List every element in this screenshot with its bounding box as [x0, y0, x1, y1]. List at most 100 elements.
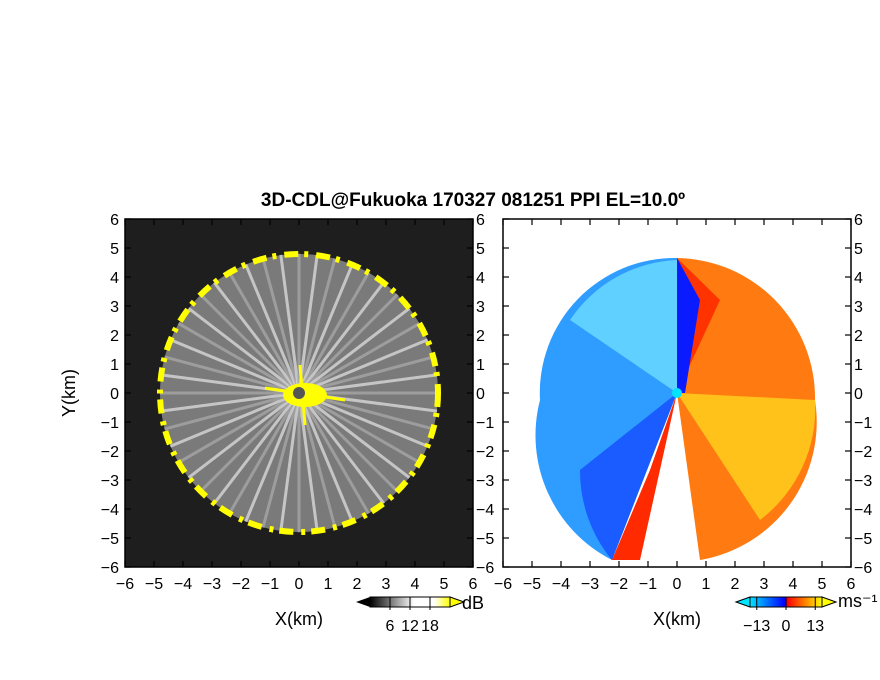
reflectivity-ray — [279, 254, 301, 394]
reflectivity-ray — [298, 322, 421, 395]
reflectivity-ray — [297, 258, 337, 394]
reflectivity-axes: −66 6−55 5−44 4−33 3−22 2−11 100 01−1 −12−2 −23−3… — [101, 212, 495, 593]
reflectivity-ray — [169, 391, 300, 448]
reflectivity-ray — [261, 258, 301, 394]
reflectivity-ray — [160, 391, 300, 413]
reflectivity-ray — [297, 281, 385, 394]
y-tick-label-right: 4 — [854, 270, 863, 287]
velocity-receding-far — [677, 393, 816, 520]
y-tick-label-right: 5 — [476, 241, 485, 258]
y-tick-label: 3 — [110, 299, 119, 316]
velocity-xlabel: X(km) — [653, 609, 701, 629]
colorbar-tick-label: 0 — [782, 618, 791, 635]
velocity-site-marker — [672, 388, 682, 398]
colorbar-tick-label: 13 — [806, 618, 824, 635]
x-tick-label: 4 — [789, 576, 798, 593]
velocity-colorbar: −13 0 13 ms⁻¹ — [734, 591, 878, 635]
velocity-colorbar-min-arrow — [734, 596, 751, 608]
reflectivity-ray — [244, 392, 301, 523]
x-tick-label: 5 — [818, 576, 827, 593]
reflectivity-colorbar: 6 12 18 dB — [356, 593, 484, 635]
y-tick-label: 5 — [110, 241, 119, 258]
reflectivity-ray — [177, 391, 300, 464]
y-tick-label: 2 — [110, 328, 119, 345]
x-tick-label: 2 — [731, 576, 740, 593]
reflectivity-ray — [298, 391, 421, 464]
y-tick-label-right: 3 — [476, 299, 485, 316]
reflectivity-ray — [297, 392, 319, 532]
x-tick-label: 2 — [353, 576, 362, 593]
reflectivity-ray — [298, 338, 429, 395]
x-tick-label: −5 — [523, 576, 541, 593]
y-tick-label-right: 1 — [476, 357, 485, 374]
y-tick-label-right: −2 — [854, 444, 872, 461]
reflectivity-panel: −66 6−55 5−44 4−33 3−22 2−11 100 01−1 −12−2 −23−3… — [59, 212, 494, 629]
x-tick-label: −2 — [610, 576, 628, 593]
reflectivity-ray — [228, 392, 301, 515]
x-tick-label: 5 — [440, 576, 449, 593]
colorbar-tick-label: −13 — [743, 618, 770, 635]
velocity-colorbar-max-arrow — [821, 596, 838, 608]
reflectivity-ray — [297, 392, 354, 523]
reflectivity-ray — [297, 254, 319, 394]
reflectivity-ray — [177, 322, 300, 395]
reflectivity-ray — [199, 293, 301, 395]
x-tick-label: −2 — [232, 576, 250, 593]
x-tick-label: 4 — [411, 576, 420, 593]
reflectivity-ray — [261, 392, 301, 528]
x-tick-label: −4 — [552, 576, 570, 593]
y-tick-label-right: −6 — [476, 560, 494, 577]
x-tick-label: −3 — [581, 576, 599, 593]
reflectivity-ray — [297, 392, 370, 515]
y-tick-label-right: 5 — [854, 241, 863, 258]
reflectivity-xlabel: X(km) — [275, 609, 323, 629]
y-tick-label: −1 — [101, 415, 119, 432]
y-tick-label: −4 — [101, 502, 119, 519]
y-tick-label-right: −1 — [476, 415, 494, 432]
reflectivity-ray — [244, 263, 301, 394]
reflectivity-ray — [169, 338, 300, 395]
reflectivity-ray — [298, 355, 434, 395]
velocity-zero-line-red — [612, 393, 677, 560]
x-tick-label: 1 — [702, 576, 711, 593]
reflectivity-ray — [298, 307, 411, 395]
colorbar-tick-label: 6 — [386, 618, 395, 635]
reflectivity-ray — [187, 391, 300, 479]
x-tick-label: 0 — [673, 576, 682, 593]
radar-site-marker — [293, 387, 305, 399]
reflectivity-ray — [228, 271, 301, 394]
reflectivity-ray — [297, 392, 385, 505]
reflectivity-ray — [213, 392, 301, 505]
x-tick-label: 3 — [382, 576, 391, 593]
chart-title: 3D-CDL@Fukuoka 170327 081251 PPI EL=10.0… — [261, 190, 685, 211]
reflectivity-colorbar-min-arrow — [356, 597, 370, 607]
x-tick-label: −1 — [261, 576, 279, 593]
y-tick-label-right: 6 — [854, 212, 863, 229]
reflectivity-ray — [297, 263, 354, 394]
reflectivity-ray — [164, 391, 300, 431]
velocity-approaching-far — [570, 260, 677, 393]
y-tick-label-right: 6 — [476, 212, 485, 229]
colorbar-tick-label: 12 — [401, 618, 419, 635]
reflectivity-ray — [279, 392, 301, 532]
velocity-approaching-near — [579, 393, 677, 560]
x-tick-label: 6 — [847, 576, 856, 593]
y-tick-label: −2 — [101, 444, 119, 461]
y-tick-label: −6 — [101, 560, 119, 577]
y-tick-label-right: −2 — [476, 444, 494, 461]
reflectivity-ray — [297, 391, 399, 493]
reflectivity-colorbar-unit: dB — [462, 593, 484, 613]
y-tick-label-right: −1 — [854, 415, 872, 432]
velocity-zero-line-blue — [677, 258, 700, 393]
y-tick-label-right: 1 — [854, 357, 863, 374]
x-tick-label: −1 — [639, 576, 657, 593]
reflectivity-colorbar-max-arrow — [449, 596, 466, 608]
y-tick-label: 4 — [110, 270, 119, 287]
y-tick-label-right: 0 — [476, 386, 485, 403]
y-tick-label-right: 3 — [854, 299, 863, 316]
y-tick-label-right: −3 — [476, 473, 494, 490]
reflectivity-ray — [164, 355, 300, 395]
